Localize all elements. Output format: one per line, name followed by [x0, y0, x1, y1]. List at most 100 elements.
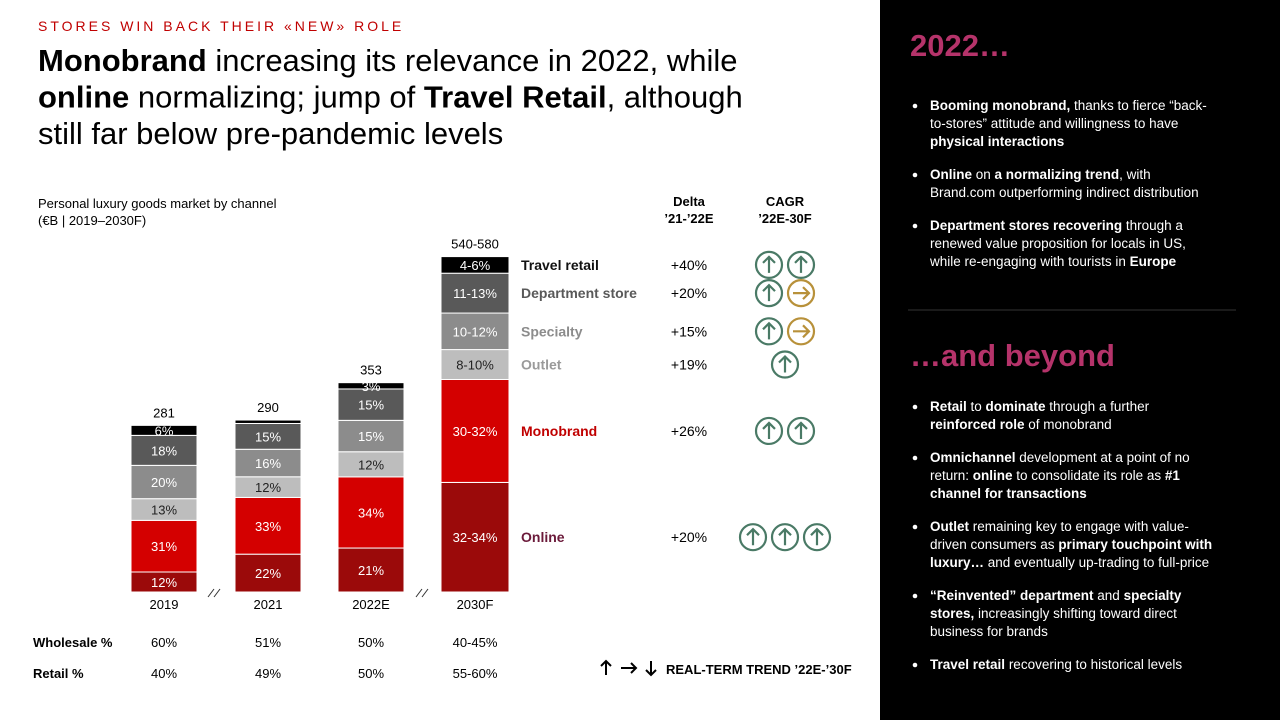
trend-icon [738, 523, 768, 552]
bar-segment [130, 519, 198, 573]
text-line: Monobrand increasing its relevance in 20… [38, 43, 738, 78]
text-run: “Reinvented” department [930, 588, 1094, 603]
text-line: Outlet remaining key to engage with valu… [930, 519, 1189, 534]
text-run: to-stores” attitude and willingness to h… [930, 116, 1178, 131]
trend-arrow [778, 527, 792, 546]
text-run: Online [930, 167, 972, 182]
text-run: specialty [1124, 588, 1182, 603]
total-label: 353 [360, 363, 382, 378]
text-run: online [973, 468, 1013, 483]
trend-arrow [794, 255, 808, 273]
text-run: , with [1119, 167, 1151, 182]
segment-label: 33% [255, 519, 281, 534]
trend-circle [738, 523, 768, 552]
segment-label: 3% [362, 379, 381, 394]
bullet-dot [912, 223, 918, 229]
text-line: luxury… and eventually up-trading to ful… [930, 555, 1209, 570]
text-run: channel for transactions [930, 486, 1087, 501]
sidebar-bg [880, 0, 1280, 720]
bullet-dot [912, 662, 918, 668]
split-value: 40-45% [453, 635, 498, 650]
bar-segment [234, 553, 302, 593]
text-run: #1 [1165, 468, 1181, 483]
text-run: to [967, 399, 986, 414]
bullet-dot [912, 455, 918, 461]
bar-segment [130, 424, 198, 436]
bar-segment [440, 256, 510, 274]
segment-label: 32-34% [453, 530, 498, 545]
text-line: renewed value proposition for locals in … [930, 236, 1186, 251]
trend-icon [786, 279, 816, 308]
text-line: Retail to dominate through a further [930, 399, 1150, 414]
text-run: Outlet [930, 519, 970, 534]
total-label: 290 [257, 400, 279, 415]
chart-subtitle: (€B | 2019–2030F) [38, 213, 146, 228]
trend-arrow [778, 354, 792, 373]
text-line: reinforced role of monobrand [930, 417, 1112, 432]
text-line: online normalizing; jump of Travel Retai… [38, 80, 743, 115]
text-run: through a [1122, 218, 1183, 233]
text-line: channel for transactions [930, 486, 1087, 501]
trend-arrow [762, 421, 776, 439]
split-value: 40% [151, 666, 177, 681]
text-line: Travel retail recovering to historical l… [930, 657, 1182, 672]
trend-circle [754, 279, 784, 308]
delta-header: Delta [673, 194, 706, 209]
chart-subtitle: Personal luxury goods market by channel [38, 196, 277, 211]
trend-arrow [746, 527, 760, 546]
split-value: 60% [151, 635, 177, 650]
text-run: Retail [930, 399, 967, 414]
bullet-dot [912, 524, 918, 530]
trend-circle [786, 317, 816, 346]
segment-label: 12% [255, 480, 281, 495]
legend-label: Monobrand [521, 423, 597, 439]
text-line: while re-engaging with tourists in Europ… [929, 254, 1177, 269]
trend-icon [754, 317, 784, 346]
text-line: Brand.com outperforming indirect distrib… [930, 185, 1199, 200]
sidebar-title: 2022… [910, 28, 1010, 63]
trend-circle [754, 250, 784, 280]
text-run: increasing its relevance in 2022, while [207, 43, 738, 78]
trend-icon [786, 317, 816, 346]
text-run: Travel Retail [424, 80, 607, 115]
kicker: STORES WIN BACK THEIR «NEW» ROLE [38, 18, 404, 34]
split-label: Wholesale % [33, 635, 113, 650]
text-run: thanks to fierce “back- [1070, 98, 1207, 113]
trend-circle [754, 317, 784, 346]
trend-circle [786, 250, 816, 280]
trend-icon [754, 416, 784, 446]
x-tick-label: 2021 [254, 597, 283, 612]
cagr-header: CAGR [766, 194, 805, 209]
text-run: recovering to historical levels [1005, 657, 1182, 672]
trend-icon [802, 523, 832, 552]
sidebar-title: …and beyond [910, 338, 1115, 373]
bullet-dot [912, 103, 918, 109]
segment-label: 21% [358, 563, 384, 578]
trend-arrow [762, 255, 776, 273]
segment-label: 10-12% [453, 324, 498, 339]
trend-icon [770, 523, 800, 552]
legend-label: Specialty [521, 323, 583, 339]
trend-circle [786, 416, 816, 446]
text-line: “Reinvented” department and specialty [930, 588, 1182, 603]
text-run: to consolidate its role as [1013, 468, 1165, 483]
delta-value: +19% [671, 357, 707, 373]
text-line: Department stores recovering through a [930, 218, 1183, 233]
text-run: increasingly shifting toward direct [974, 606, 1177, 621]
text-run: Booming monobrand, [930, 98, 1070, 113]
segment-label: 4-6% [460, 258, 491, 273]
bar-segment [337, 451, 405, 478]
text-run: normalizing; jump of [129, 80, 424, 115]
text-run: renewed value proposition for locals in … [930, 236, 1186, 251]
trend-arrow [793, 286, 811, 300]
text-run: still far below pre-pandemic levels [38, 116, 503, 151]
bar-segment [234, 419, 302, 424]
delta-value: +26% [671, 423, 707, 439]
segment-label: 15% [358, 398, 384, 413]
trend-arrows [600, 659, 657, 677]
trend-circle [770, 350, 800, 379]
delta-value: +15% [671, 323, 707, 339]
segment-label: 15% [255, 429, 281, 444]
trend-arrow [762, 321, 776, 340]
